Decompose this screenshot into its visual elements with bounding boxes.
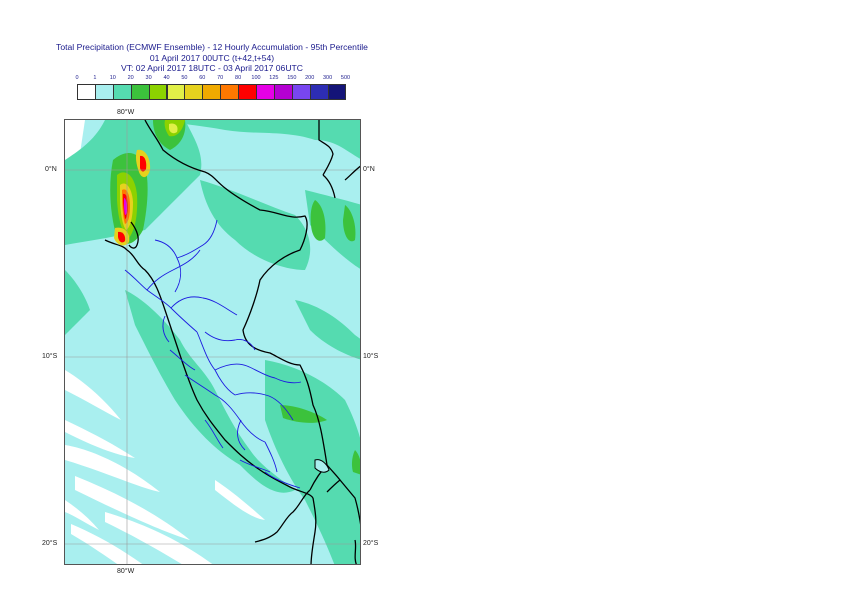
precipitation-map bbox=[64, 119, 361, 565]
legend-color-swatch bbox=[148, 84, 168, 100]
legend-color-swatch bbox=[112, 84, 132, 100]
legend-color-swatch bbox=[166, 84, 186, 100]
chart-run-time: 01 April 2017 00UTC (t+42,t+54) bbox=[149, 52, 275, 63]
right-lat-label-10s: 10°S bbox=[363, 353, 379, 360]
legend-color-swatch bbox=[220, 84, 240, 100]
legend-color-swatch bbox=[77, 84, 96, 100]
chart-valid-time: VT: 02 April 2017 18UTC - 03 April 2017 … bbox=[121, 63, 303, 73]
legend-tick-label: 50 bbox=[181, 75, 188, 81]
left-lat-label-10s: 10°S bbox=[42, 353, 58, 360]
country-borders bbox=[104, 120, 360, 564]
legend-tick-label: 200 bbox=[305, 75, 315, 81]
legend-tick-label: 1 bbox=[93, 75, 97, 81]
legend-tick-label: 80 bbox=[235, 75, 242, 81]
legend-color-swatch bbox=[273, 84, 293, 100]
legend-tick-label: 100 bbox=[251, 75, 261, 81]
map-svg bbox=[65, 120, 360, 564]
legend-color-swatch bbox=[327, 84, 347, 100]
chart-title: Total Precipitation (ECMWF Ensemble) - 1… bbox=[56, 42, 368, 52]
legend-tick-label: 70 bbox=[217, 75, 224, 81]
legend-color-swatch bbox=[238, 84, 257, 100]
left-lat-label-0: 0°N bbox=[45, 166, 57, 173]
chart-title-block: Total Precipitation (ECMWF Ensemble) - 1… bbox=[0, 42, 424, 74]
top-longitude-label: 80°W bbox=[117, 109, 135, 116]
legend-tick-label: 150 bbox=[287, 75, 297, 81]
right-lat-label-20s: 20°S bbox=[363, 540, 379, 547]
legend-color-swatch bbox=[94, 84, 114, 100]
lake-titicaca bbox=[314, 459, 330, 473]
legend-tick-label: 20 bbox=[127, 75, 134, 81]
legend-color-swatch bbox=[309, 84, 329, 100]
legend-color-swatch bbox=[256, 84, 275, 100]
legend-color-swatch bbox=[202, 84, 222, 100]
legend-tick-label: 30 bbox=[145, 75, 152, 81]
legend-color-swatch bbox=[130, 84, 150, 100]
legend-color-swatch bbox=[291, 84, 311, 100]
legend-color-swatch bbox=[184, 84, 204, 100]
heavy-precip-core bbox=[114, 120, 185, 246]
legend-tick-label: 40 bbox=[163, 75, 170, 81]
left-lat-label-20s: 20°S bbox=[42, 540, 58, 547]
legend-tick-label: 300 bbox=[323, 75, 333, 81]
legend-tick-label: 125 bbox=[269, 75, 279, 81]
regional-boundaries bbox=[124, 219, 302, 489]
legend-tick-label: 60 bbox=[199, 75, 206, 81]
graticule bbox=[65, 120, 360, 564]
legend-tick-label: 500 bbox=[340, 75, 351, 81]
legend-tick-label: 10 bbox=[109, 75, 116, 81]
right-lat-label-0: 0°N bbox=[363, 166, 375, 173]
bottom-longitude-label: 80°W bbox=[117, 568, 135, 575]
legend-tick-label: 0 bbox=[75, 75, 79, 81]
